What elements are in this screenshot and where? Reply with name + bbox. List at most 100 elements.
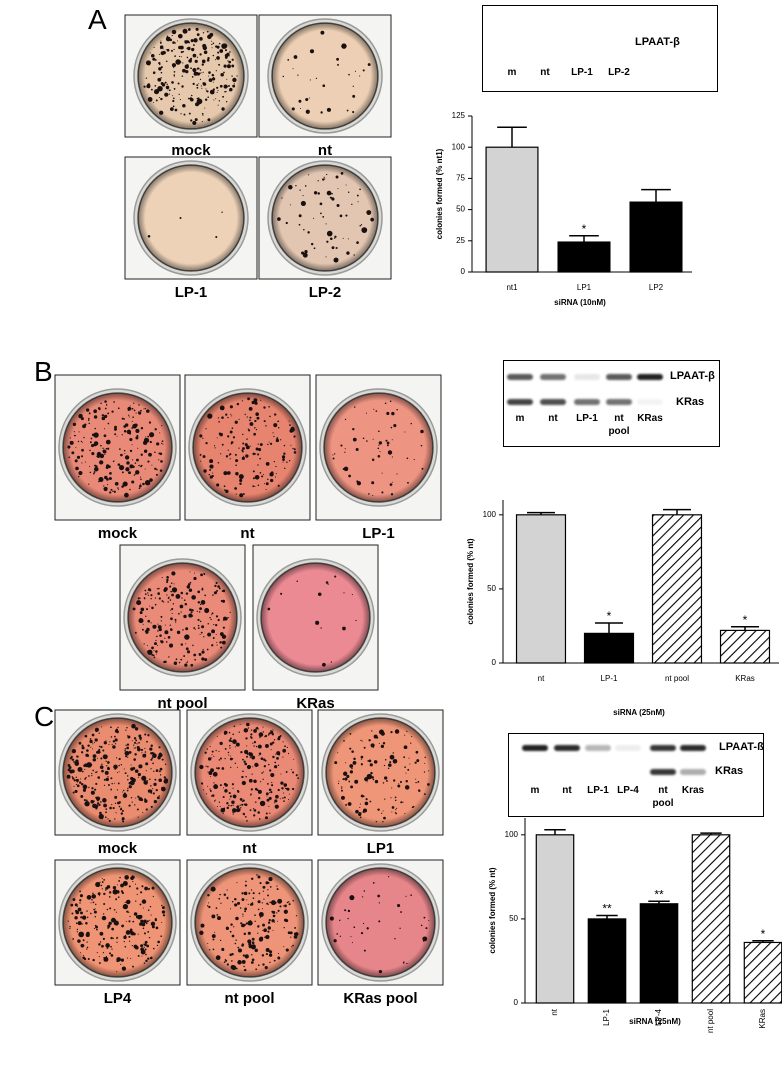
colony (340, 444, 343, 447)
colony (157, 623, 159, 625)
colony (351, 594, 353, 596)
colony (187, 660, 189, 662)
colony (249, 809, 252, 812)
colony (398, 783, 400, 785)
colony (254, 762, 259, 768)
colony (309, 49, 315, 54)
colony (179, 604, 184, 609)
colony (207, 75, 209, 77)
colony (71, 749, 77, 754)
colony (118, 757, 121, 761)
colony (410, 894, 412, 896)
colony (210, 768, 214, 773)
colony (199, 633, 201, 636)
panel-label: C (34, 701, 55, 732)
colony (193, 627, 196, 629)
colony (166, 576, 169, 579)
colony (242, 913, 244, 915)
colony (382, 741, 386, 745)
colony (169, 599, 172, 601)
colony (136, 458, 139, 462)
colony (91, 898, 93, 901)
colony (133, 474, 135, 476)
colony (101, 726, 103, 728)
colony (265, 482, 269, 486)
colony (277, 909, 280, 912)
colony (143, 408, 145, 410)
colony (88, 419, 90, 422)
colony (216, 589, 219, 592)
colony (188, 588, 193, 592)
bar (515, 514, 567, 664)
colony (384, 759, 387, 761)
colony (78, 931, 85, 938)
colony (94, 788, 97, 791)
colony (251, 773, 253, 775)
colony (366, 773, 373, 780)
colony (152, 788, 154, 790)
colony (98, 956, 100, 958)
colony (154, 451, 156, 454)
colony (106, 478, 109, 481)
colony (131, 801, 133, 803)
colony (241, 775, 244, 779)
colony (134, 883, 137, 885)
colony (128, 432, 132, 435)
colony (242, 770, 244, 773)
colony (248, 778, 253, 783)
colony (156, 588, 159, 590)
colony (197, 590, 200, 594)
colony (186, 585, 191, 589)
colony (368, 759, 372, 763)
colony (211, 73, 214, 77)
colony (275, 794, 279, 799)
colony (217, 461, 220, 464)
colony (384, 776, 388, 780)
colony (137, 772, 141, 777)
colony (235, 916, 239, 921)
colony (243, 891, 248, 896)
colony (126, 775, 129, 777)
colony (406, 962, 408, 965)
colony (213, 99, 215, 101)
colony (173, 583, 175, 585)
colony (281, 787, 284, 790)
colony (277, 898, 283, 904)
colony (107, 776, 109, 778)
colony (344, 909, 347, 912)
colony (282, 461, 284, 463)
colony (351, 770, 353, 773)
colony (285, 771, 288, 773)
colony (167, 89, 169, 91)
colony (144, 783, 147, 785)
colony (123, 789, 125, 792)
colony (152, 753, 157, 759)
colony (164, 81, 167, 84)
colony (117, 726, 119, 729)
colony (269, 812, 271, 814)
colony (143, 85, 146, 88)
colony (268, 788, 272, 792)
colony (283, 918, 288, 922)
colony (160, 935, 163, 938)
colony (245, 922, 248, 925)
colony (84, 801, 90, 807)
y-tick-label: 50 (456, 205, 465, 214)
colony (218, 897, 221, 900)
colony (141, 628, 144, 631)
colony (216, 56, 220, 60)
colony (354, 779, 359, 784)
colony (131, 723, 136, 729)
colony (76, 455, 81, 459)
colony (143, 932, 146, 935)
colony (106, 947, 109, 949)
colony (101, 888, 103, 890)
colony (197, 67, 200, 70)
colony (80, 952, 82, 954)
colony (361, 740, 363, 742)
colony (234, 420, 238, 424)
colony (368, 493, 370, 495)
colony (143, 449, 148, 453)
colony (196, 71, 199, 74)
colony (144, 593, 147, 595)
